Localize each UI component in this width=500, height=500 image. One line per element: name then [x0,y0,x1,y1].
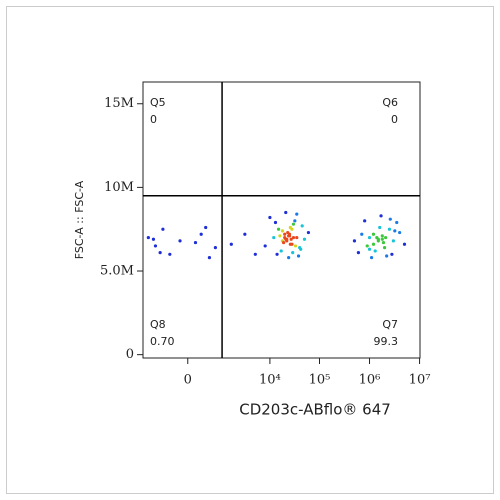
y-tick-label: 0 [126,347,134,362]
quadrant-name: Q5 [150,96,166,109]
event-dot [253,252,257,256]
event-dot [381,240,386,245]
event-dot [398,230,402,235]
event-dot [390,252,394,256]
event-dot [391,239,395,243]
event-dot [289,237,293,241]
event-dot [287,234,291,238]
x-tick-label: 10⁶ [359,373,381,388]
frame [6,6,494,494]
y-tick-label: 5.0M [100,264,134,279]
event-dot [282,240,286,245]
event-dot [295,235,299,240]
event-dot [373,249,377,253]
event-dot [288,242,292,246]
quadrant-value: 0.70 [150,335,175,348]
plot-area [142,81,421,359]
y-tick-label: 15M [104,96,134,111]
event-dot [380,237,384,241]
event-dot [153,244,158,248]
event-dot [273,220,278,225]
event-dot [290,227,294,231]
event-dot [402,242,407,246]
event-dot [275,252,279,256]
event-dot [151,237,156,241]
event-dot [158,251,162,255]
event-dot [283,232,287,236]
event-dot [385,254,389,258]
event-dot [382,246,387,250]
event-dot [387,227,392,231]
event-dot [363,219,367,223]
event-dot [178,239,182,243]
event-dot [284,210,288,215]
quadrant-name: Q6 [382,96,398,109]
event-dot [284,237,288,241]
quadrant-value: 0 [150,113,157,126]
event-dot [146,235,150,240]
event-dot [302,237,307,241]
event-dot [295,212,299,216]
event-dot [291,251,295,255]
event-dot [365,244,369,248]
x-axis-title: CD203c-ABflo® 647 [239,401,391,419]
event-dot [306,230,311,235]
quadrant-name: Q7 [382,318,398,331]
event-dot [161,227,165,231]
event-dot [384,235,388,240]
event-dot [300,224,304,228]
x-tick-label: 10⁴ [259,373,281,388]
event-dot [367,247,372,251]
event-dot [276,227,281,231]
event-dot [213,246,217,250]
event-dot [299,247,303,251]
event-dot [395,220,399,225]
event-dot [375,235,379,240]
event-dot [268,215,272,220]
event-dot [393,229,397,233]
event-dot [279,249,283,253]
event-dot [296,254,301,258]
event-dot [378,225,382,230]
event-dot [379,214,383,218]
event-dot [356,251,361,255]
x-tick-label: 10⁷ [409,373,431,388]
event-dot [388,217,392,221]
event-dot [168,252,172,256]
event-dot [199,232,203,236]
event-dot [293,244,298,248]
quadrant-name: Q8 [150,318,166,331]
event-dot [291,235,296,240]
event-dot [287,256,291,260]
event-dot [278,234,282,238]
event-dot [380,234,384,238]
event-dot [229,242,233,246]
event-dot [371,242,376,246]
event-dot [360,232,364,236]
event-dot [207,256,212,260]
event-dot [204,225,208,230]
event-dot [272,235,276,240]
quadrant-value: 0 [391,113,398,126]
event-dot [291,222,296,226]
event-dot [263,244,267,248]
event-dot [293,219,297,223]
x-tick-label: 10⁵ [309,373,331,388]
event-dot [193,240,198,245]
event-dot [280,229,285,233]
x-tick-label: 0 [184,373,192,388]
event-dot [367,235,372,240]
event-dot [369,256,374,260]
y-axis-title: FSC-A :: FSC-A [73,180,86,259]
quadrant-value: 99.3 [374,335,399,348]
event-dot [371,232,376,236]
y-tick-label: 10M [104,180,134,195]
event-dot [243,232,247,236]
event-dot [352,239,357,243]
event-dot [376,239,380,243]
